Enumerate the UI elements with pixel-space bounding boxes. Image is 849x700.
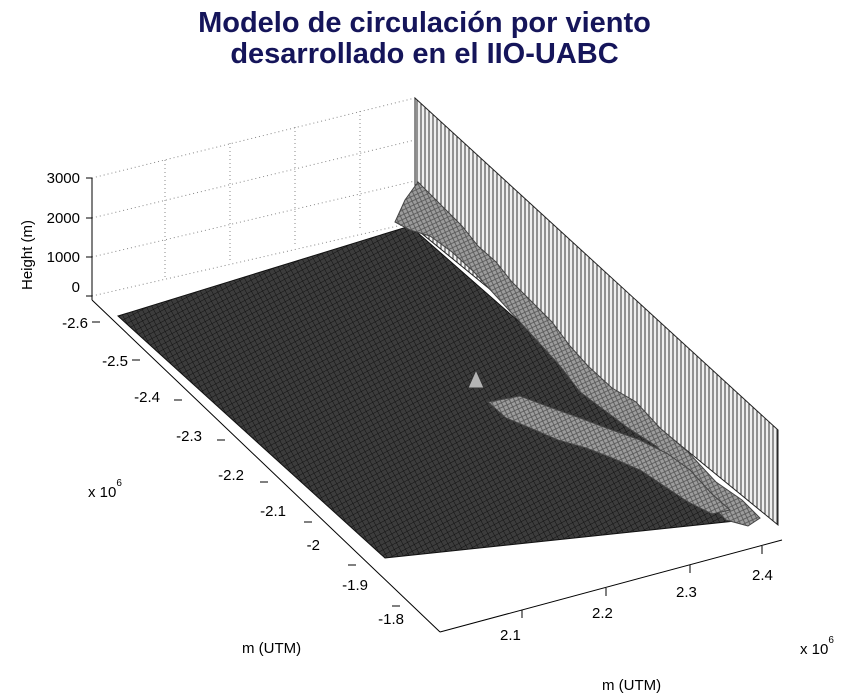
left-tick-label: -2.2 <box>218 467 244 484</box>
right-tick-label: 2.2 <box>592 605 613 622</box>
left-axis-exponent-power: 6 <box>116 478 122 489</box>
left-tick-label: -1.9 <box>342 577 368 594</box>
left-tick-label: -2 <box>307 537 320 554</box>
z-axis-label: Height (m) <box>19 220 36 290</box>
left-tick-label: -2.3 <box>176 428 202 445</box>
z-axis-ticks <box>86 177 92 297</box>
left-axis-exponent: x 106 <box>88 478 122 501</box>
left-axis-exponent-base: x 10 <box>88 484 116 501</box>
z-tick-label: 3000 <box>47 170 80 187</box>
left-axis-label: m (UTM) <box>242 640 301 657</box>
chart-title: Modelo de circulación por viento desarro… <box>0 8 849 70</box>
left-tick-label: -2.6 <box>62 315 88 332</box>
left-axis-line <box>91 299 441 633</box>
right-axis-ticks <box>521 546 763 618</box>
island-peak <box>467 368 485 389</box>
coastal-mountains <box>394 181 761 527</box>
chart-title-line-2: desarrollado en el IIO-UABC <box>230 38 619 70</box>
right-axis-exponent: x 106 <box>800 635 834 658</box>
z-tick-label: 2000 <box>47 210 80 227</box>
right-axis-exponent-power: 6 <box>828 635 834 646</box>
right-axis-label: m (UTM) <box>602 677 661 694</box>
chart-title-line-1: Modelo de circulación por viento <box>198 7 651 39</box>
z-tick-label: 1000 <box>47 249 80 266</box>
back-wall <box>414 96 779 527</box>
baja-peninsula <box>486 395 732 515</box>
z-tick-label: 0 <box>72 279 80 296</box>
right-tick-label: 2.4 <box>752 567 773 584</box>
left-tick-label: -1.8 <box>378 611 404 628</box>
left-axis-ticks <box>92 321 400 607</box>
left-tick-label: -2.1 <box>260 503 286 520</box>
right-tick-label: 2.3 <box>676 584 697 601</box>
left-tick-label: -2.4 <box>134 389 160 406</box>
right-axis-exponent-base: x 10 <box>800 641 828 658</box>
left-tick-label: -2.5 <box>102 353 128 370</box>
right-tick-label: 2.1 <box>500 627 521 644</box>
right-axis-line <box>439 539 783 633</box>
